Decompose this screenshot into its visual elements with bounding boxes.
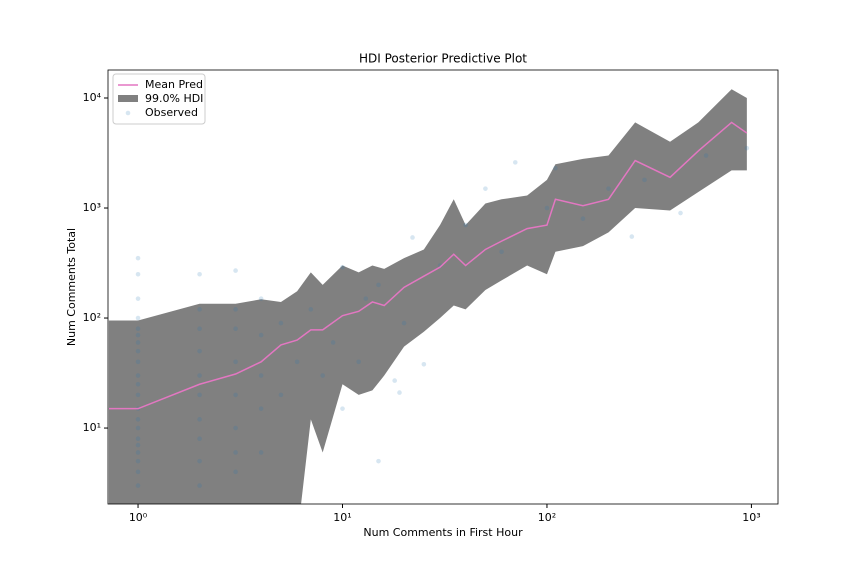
observed-point xyxy=(308,307,314,312)
observed-point xyxy=(258,406,264,411)
observed-point xyxy=(356,359,361,365)
observed-point xyxy=(197,458,202,464)
observed-point xyxy=(499,249,504,255)
x-axis-label: Num Comments in First Hour xyxy=(363,526,523,539)
observed-point xyxy=(401,320,407,326)
observed-point xyxy=(135,436,141,442)
observed-point xyxy=(233,450,238,455)
observed-point xyxy=(258,373,264,378)
observed-point xyxy=(135,296,141,301)
observed-point xyxy=(135,271,141,277)
observed-point xyxy=(744,145,750,151)
observed-point xyxy=(580,216,586,221)
legend-label: Mean Pred xyxy=(145,78,203,91)
observed-point xyxy=(233,392,238,398)
observed-point xyxy=(483,186,488,191)
observed-point xyxy=(340,406,345,411)
axes-frame xyxy=(107,69,779,505)
observed-point xyxy=(135,348,141,354)
observed-point xyxy=(197,436,202,442)
observed-point xyxy=(606,186,611,191)
mean-pred-line xyxy=(108,121,748,410)
observed-point xyxy=(421,361,427,367)
chart-title: HDI Posterior Predictive Plot xyxy=(359,52,527,66)
observed-point xyxy=(512,160,518,165)
observed-point xyxy=(553,165,558,171)
observed-point xyxy=(197,271,202,277)
observed-point xyxy=(642,177,647,183)
hdi-band xyxy=(108,89,747,504)
observed-point xyxy=(135,450,141,455)
x-tick-label: 10² xyxy=(538,511,556,524)
observed-point xyxy=(135,417,141,422)
legend-marker xyxy=(125,110,131,116)
x-tick-label: 10⁰ xyxy=(129,511,148,524)
observed-point xyxy=(197,348,202,354)
observed-point xyxy=(135,469,141,475)
observed-point xyxy=(629,234,635,239)
observed-point xyxy=(135,373,141,378)
observed-point xyxy=(258,296,264,301)
observed-point xyxy=(294,359,300,365)
observed-point xyxy=(135,392,141,398)
observed-point xyxy=(135,381,141,387)
observed-point xyxy=(320,373,325,378)
observed-point xyxy=(197,373,202,378)
observed-point xyxy=(392,378,397,383)
observed-point xyxy=(233,359,238,365)
observed-point xyxy=(278,392,284,398)
observed-point xyxy=(135,425,141,431)
observed-point xyxy=(258,332,264,338)
legend-label: 99.0% HDI xyxy=(145,92,203,105)
observed-point xyxy=(135,359,141,365)
observed-point xyxy=(233,469,238,475)
observed-point xyxy=(678,210,683,216)
observed-point xyxy=(197,483,202,488)
observed-point xyxy=(197,392,202,398)
x-tick-label: 10³ xyxy=(742,511,760,524)
plot-area xyxy=(108,89,750,504)
y-tick-label: 10³ xyxy=(83,201,101,214)
observed-point xyxy=(197,326,202,331)
y-axis-label: Num Comments Total xyxy=(65,228,78,346)
observed-point xyxy=(397,390,402,395)
observed-point xyxy=(340,264,345,270)
observed-point xyxy=(233,307,238,312)
observed-point xyxy=(233,326,238,331)
observed-point xyxy=(330,340,336,345)
observed-point xyxy=(376,282,381,288)
y-tick-label: 10² xyxy=(83,311,101,324)
observed-point xyxy=(197,307,202,312)
observed-point xyxy=(463,222,468,228)
observed-point xyxy=(363,296,369,301)
observed-point xyxy=(135,315,141,321)
observed-point xyxy=(135,332,141,338)
observed-point xyxy=(233,268,238,273)
observed-point xyxy=(544,205,550,211)
observed-point xyxy=(135,442,141,448)
x-tick-label: 10¹ xyxy=(333,511,351,524)
legend-label: Observed xyxy=(145,106,198,119)
observed-point xyxy=(410,235,415,240)
observed-point xyxy=(135,340,141,345)
observed-point xyxy=(135,483,141,488)
observed-point xyxy=(197,417,202,422)
legend-box xyxy=(112,73,206,125)
observed-point xyxy=(135,255,141,261)
observed-point xyxy=(258,450,264,455)
legend-patch xyxy=(118,95,138,102)
observed-point xyxy=(278,320,284,326)
y-tick-label: 10¹ xyxy=(83,421,101,434)
observed-point xyxy=(703,153,709,158)
observed-point xyxy=(376,458,381,464)
y-tick-label: 10⁴ xyxy=(83,91,102,104)
observed-point xyxy=(135,326,141,331)
observed-point xyxy=(135,458,141,464)
observed-point xyxy=(233,425,238,431)
